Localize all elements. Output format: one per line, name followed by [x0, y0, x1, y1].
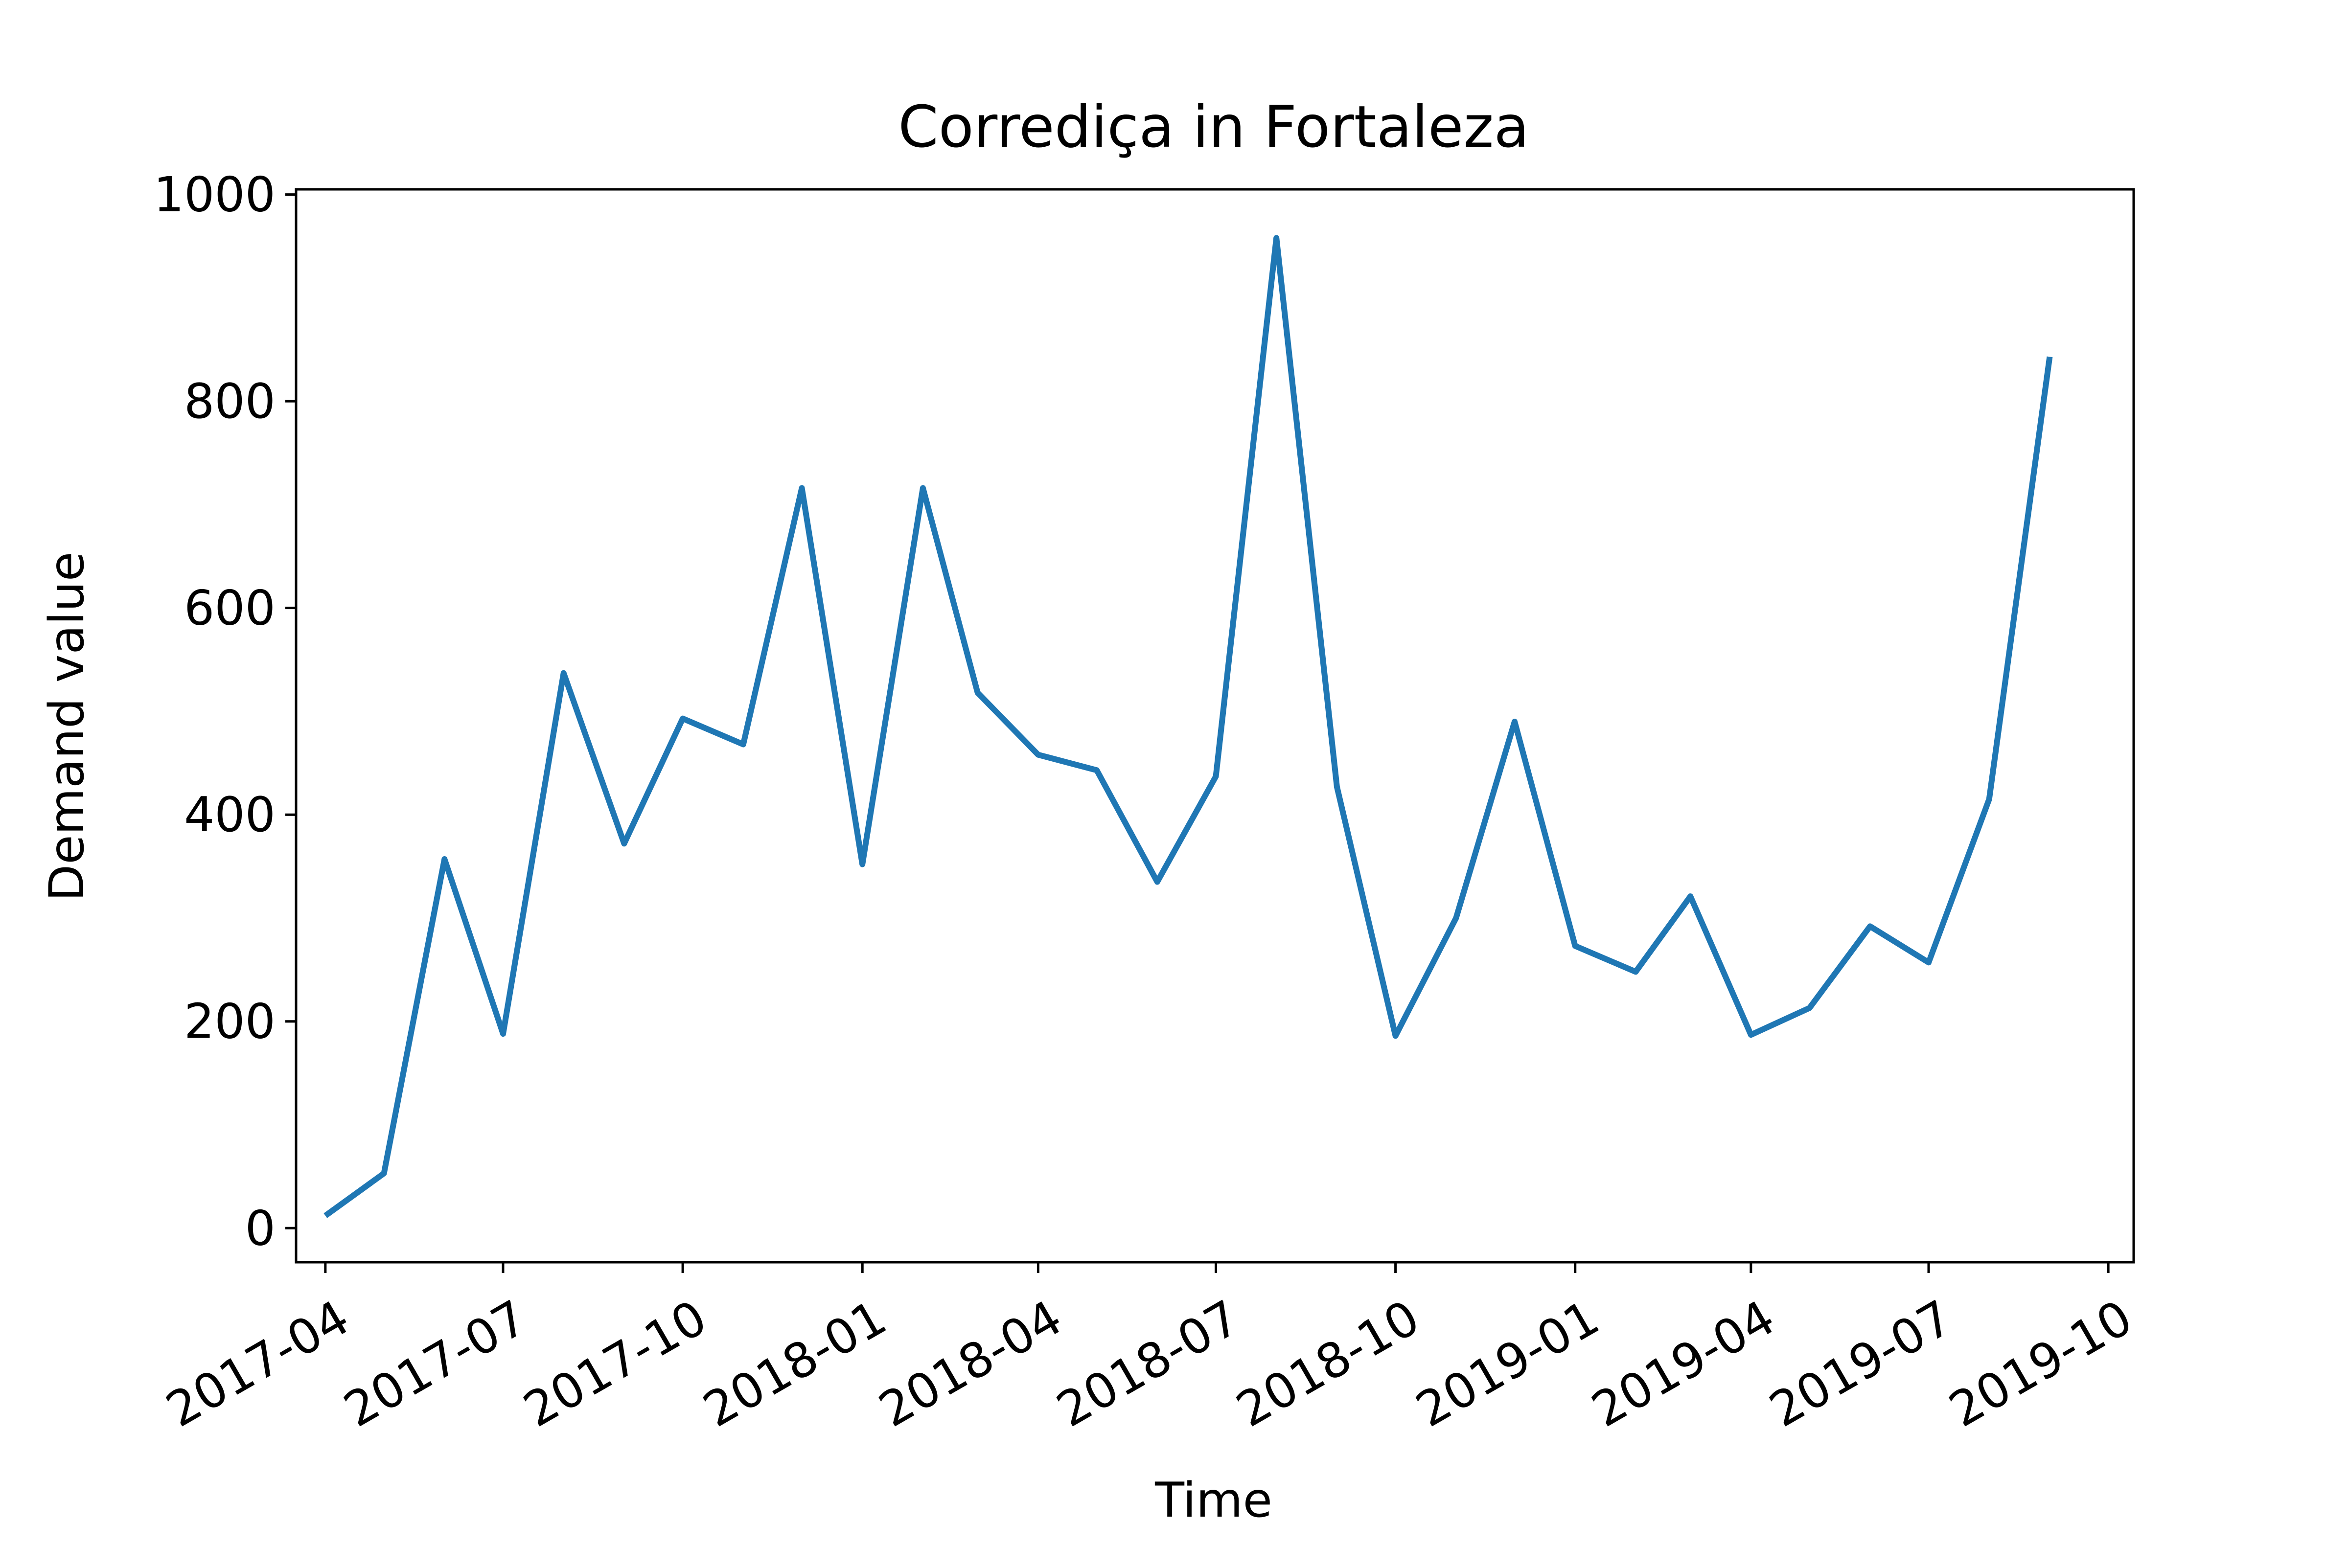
data-point — [1512, 719, 1518, 725]
data-point — [859, 862, 865, 867]
data-point — [441, 856, 447, 862]
plot-area — [322, 235, 2053, 1219]
data-point — [1572, 943, 1578, 949]
data-point — [740, 742, 746, 748]
data-point — [920, 485, 926, 491]
data-point — [381, 1170, 387, 1176]
data-point — [1334, 784, 1340, 790]
y-axis-label: Demand value — [39, 552, 95, 901]
data-point — [799, 485, 805, 491]
series-line — [323, 235, 2053, 1218]
y-tick-label: 400 — [184, 787, 276, 843]
data-point — [1094, 767, 1100, 773]
data-point — [1807, 1005, 1813, 1011]
chart-title: Corrediça in Fortaleza — [898, 93, 1529, 160]
data-point — [322, 1213, 328, 1219]
data-point — [1213, 773, 1219, 779]
data-point — [1748, 1032, 1754, 1038]
data-point — [1986, 796, 1992, 802]
data-point — [1393, 1033, 1399, 1039]
data-point — [1633, 969, 1638, 975]
data-point — [1926, 959, 1932, 965]
data-point — [500, 1031, 506, 1037]
data-point — [1154, 879, 1160, 885]
y-tick-label: 800 — [184, 374, 276, 430]
x-axis-label: Time — [1154, 1473, 1272, 1528]
y-tick-label: 1000 — [154, 167, 276, 223]
data-point — [2047, 354, 2052, 360]
data-point — [1687, 893, 1693, 899]
data-point — [1453, 915, 1459, 921]
data-point — [561, 670, 567, 676]
data-point — [680, 716, 686, 722]
data-point — [975, 690, 981, 696]
y-tick-label: 600 — [184, 581, 276, 636]
data-point — [1035, 752, 1041, 758]
data-point — [621, 841, 627, 846]
data-point — [1867, 923, 1873, 929]
data-point — [1273, 235, 1279, 241]
y-tick-label: 200 — [184, 994, 276, 1050]
y-tick-label: 0 — [245, 1201, 276, 1256]
